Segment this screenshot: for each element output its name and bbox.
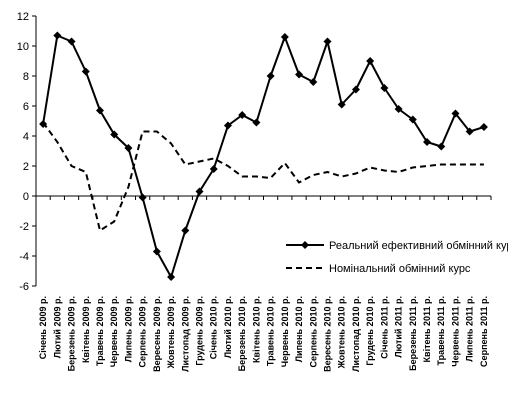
data-point-real — [223, 121, 232, 130]
data-point-real — [309, 78, 318, 86]
legend-label-real: Реальний ефективний обмінний курс — [329, 240, 508, 252]
series-line-real — [42, 34, 485, 278]
x-tick-label: Червень 2011 р. — [450, 296, 460, 367]
y-axis: -6 -4 -2 0 2 4 6 8 10 12 — [17, 11, 37, 293]
data-point-real — [479, 123, 488, 131]
legend: Реальний ефективний обмінний курс Номіна… — [286, 240, 508, 275]
x-tick-label: Листопад 2010 р. — [351, 296, 361, 372]
data-point-real — [252, 118, 261, 127]
data-point-real — [451, 109, 460, 118]
data-point-real — [138, 193, 147, 202]
x-tick-label: Січень 2010 р. — [209, 296, 219, 359]
data-point-real — [181, 226, 190, 235]
data-point-real — [280, 33, 289, 41]
x-tick-label: Жовтень 2010 р. — [337, 296, 347, 369]
x-tick-label: Лютий 2011 р. — [394, 296, 404, 358]
data-point-real — [323, 37, 332, 46]
data-point-real — [81, 67, 90, 76]
y-tick-label: 10 — [17, 41, 29, 53]
data-point-real — [351, 85, 360, 94]
x-tick-label: Травень 2011 р. — [436, 296, 446, 366]
series-layer — [39, 31, 488, 281]
data-point-real — [152, 247, 161, 256]
x-tick-label: Жовтень 2009 р. — [166, 296, 176, 369]
x-tick-label: Березень 2011 р. — [408, 296, 418, 371]
data-point-real — [95, 106, 104, 115]
data-point-real — [337, 100, 346, 109]
x-tick-label: Листопад 2009 р. — [180, 296, 190, 372]
data-point-real — [53, 31, 62, 40]
x-tick-label: Грудень 2009 р. — [195, 296, 205, 366]
x-tick-label: Лютий 2010 р. — [223, 296, 233, 358]
data-point-real — [465, 127, 474, 136]
data-point-real — [238, 111, 247, 119]
y-tick-label: 6 — [23, 101, 29, 113]
data-point-real — [423, 138, 432, 146]
x-tick-label: Серпень 2011 р. — [479, 296, 489, 367]
data-point-real — [437, 142, 446, 151]
x-tick-label: Червень 2009 р. — [109, 296, 119, 367]
data-point-real — [366, 57, 375, 65]
x-tick-label: Січень 2009 р. — [38, 296, 48, 359]
legend-label-nominal: Номінальний обмінний курс — [329, 263, 471, 275]
x-tick-label: Травень 2010 р. — [266, 296, 276, 366]
y-tick-label: 4 — [23, 131, 29, 143]
data-point-real — [195, 187, 204, 196]
x-tick-label: Вересень 2009 р. — [152, 296, 162, 372]
data-point-real — [266, 72, 275, 80]
data-point-real — [67, 37, 76, 46]
x-tick-label: Квітень 2009 р. — [81, 296, 91, 363]
x-tick-label: Травень 2009 р. — [95, 296, 105, 366]
x-tick-label: Грудень 2010 р. — [365, 296, 375, 366]
x-tick-label: Березень 2010 р. — [237, 296, 247, 371]
y-tick-label: 12 — [17, 11, 29, 23]
x-tick-label: Вересень 2010 р. — [322, 296, 332, 372]
legend-marker-real — [301, 241, 309, 249]
x-axis: Січень 2009 р. Лютий 2009 р. Березень 2009… — [35, 195, 492, 372]
data-point-real — [110, 130, 119, 139]
x-tick-label: Липень 2011 р. — [465, 296, 475, 362]
data-point-real — [167, 273, 176, 281]
x-tick-label: Березень 2009 р. — [67, 296, 77, 371]
x-tick-label: Липень 2009 р. — [123, 296, 133, 362]
data-point-real — [124, 144, 133, 152]
y-tick-label: 0 — [23, 191, 29, 203]
data-point-real — [209, 165, 218, 173]
data-point-real — [408, 115, 417, 124]
y-tick-label: 8 — [23, 71, 29, 83]
y-tick-label: -2 — [19, 221, 29, 233]
x-tick-label: Лютий 2009 р. — [52, 296, 62, 358]
series-line-nominal — [42, 121, 484, 232]
x-tick-label: Серпень 2010 р. — [308, 296, 318, 367]
data-point-real — [394, 105, 403, 113]
y-tick-label: 2 — [23, 161, 29, 173]
y-tick-label: -6 — [19, 281, 29, 293]
x-tick-label: Січень 2011 р. — [379, 296, 389, 359]
data-point-real — [380, 84, 389, 92]
x-tick-label: Квітень 2010 р. — [251, 296, 261, 363]
x-tick-label: Липень 2010 р. — [294, 296, 304, 362]
x-tick-label: Червень 2010 р. — [280, 296, 290, 367]
x-tick-label: Квітень 2011 р. — [422, 296, 432, 362]
data-point-real — [295, 70, 304, 79]
y-tick-label: -4 — [19, 251, 29, 263]
x-tick-label: Серпень 2009 р. — [138, 296, 148, 367]
